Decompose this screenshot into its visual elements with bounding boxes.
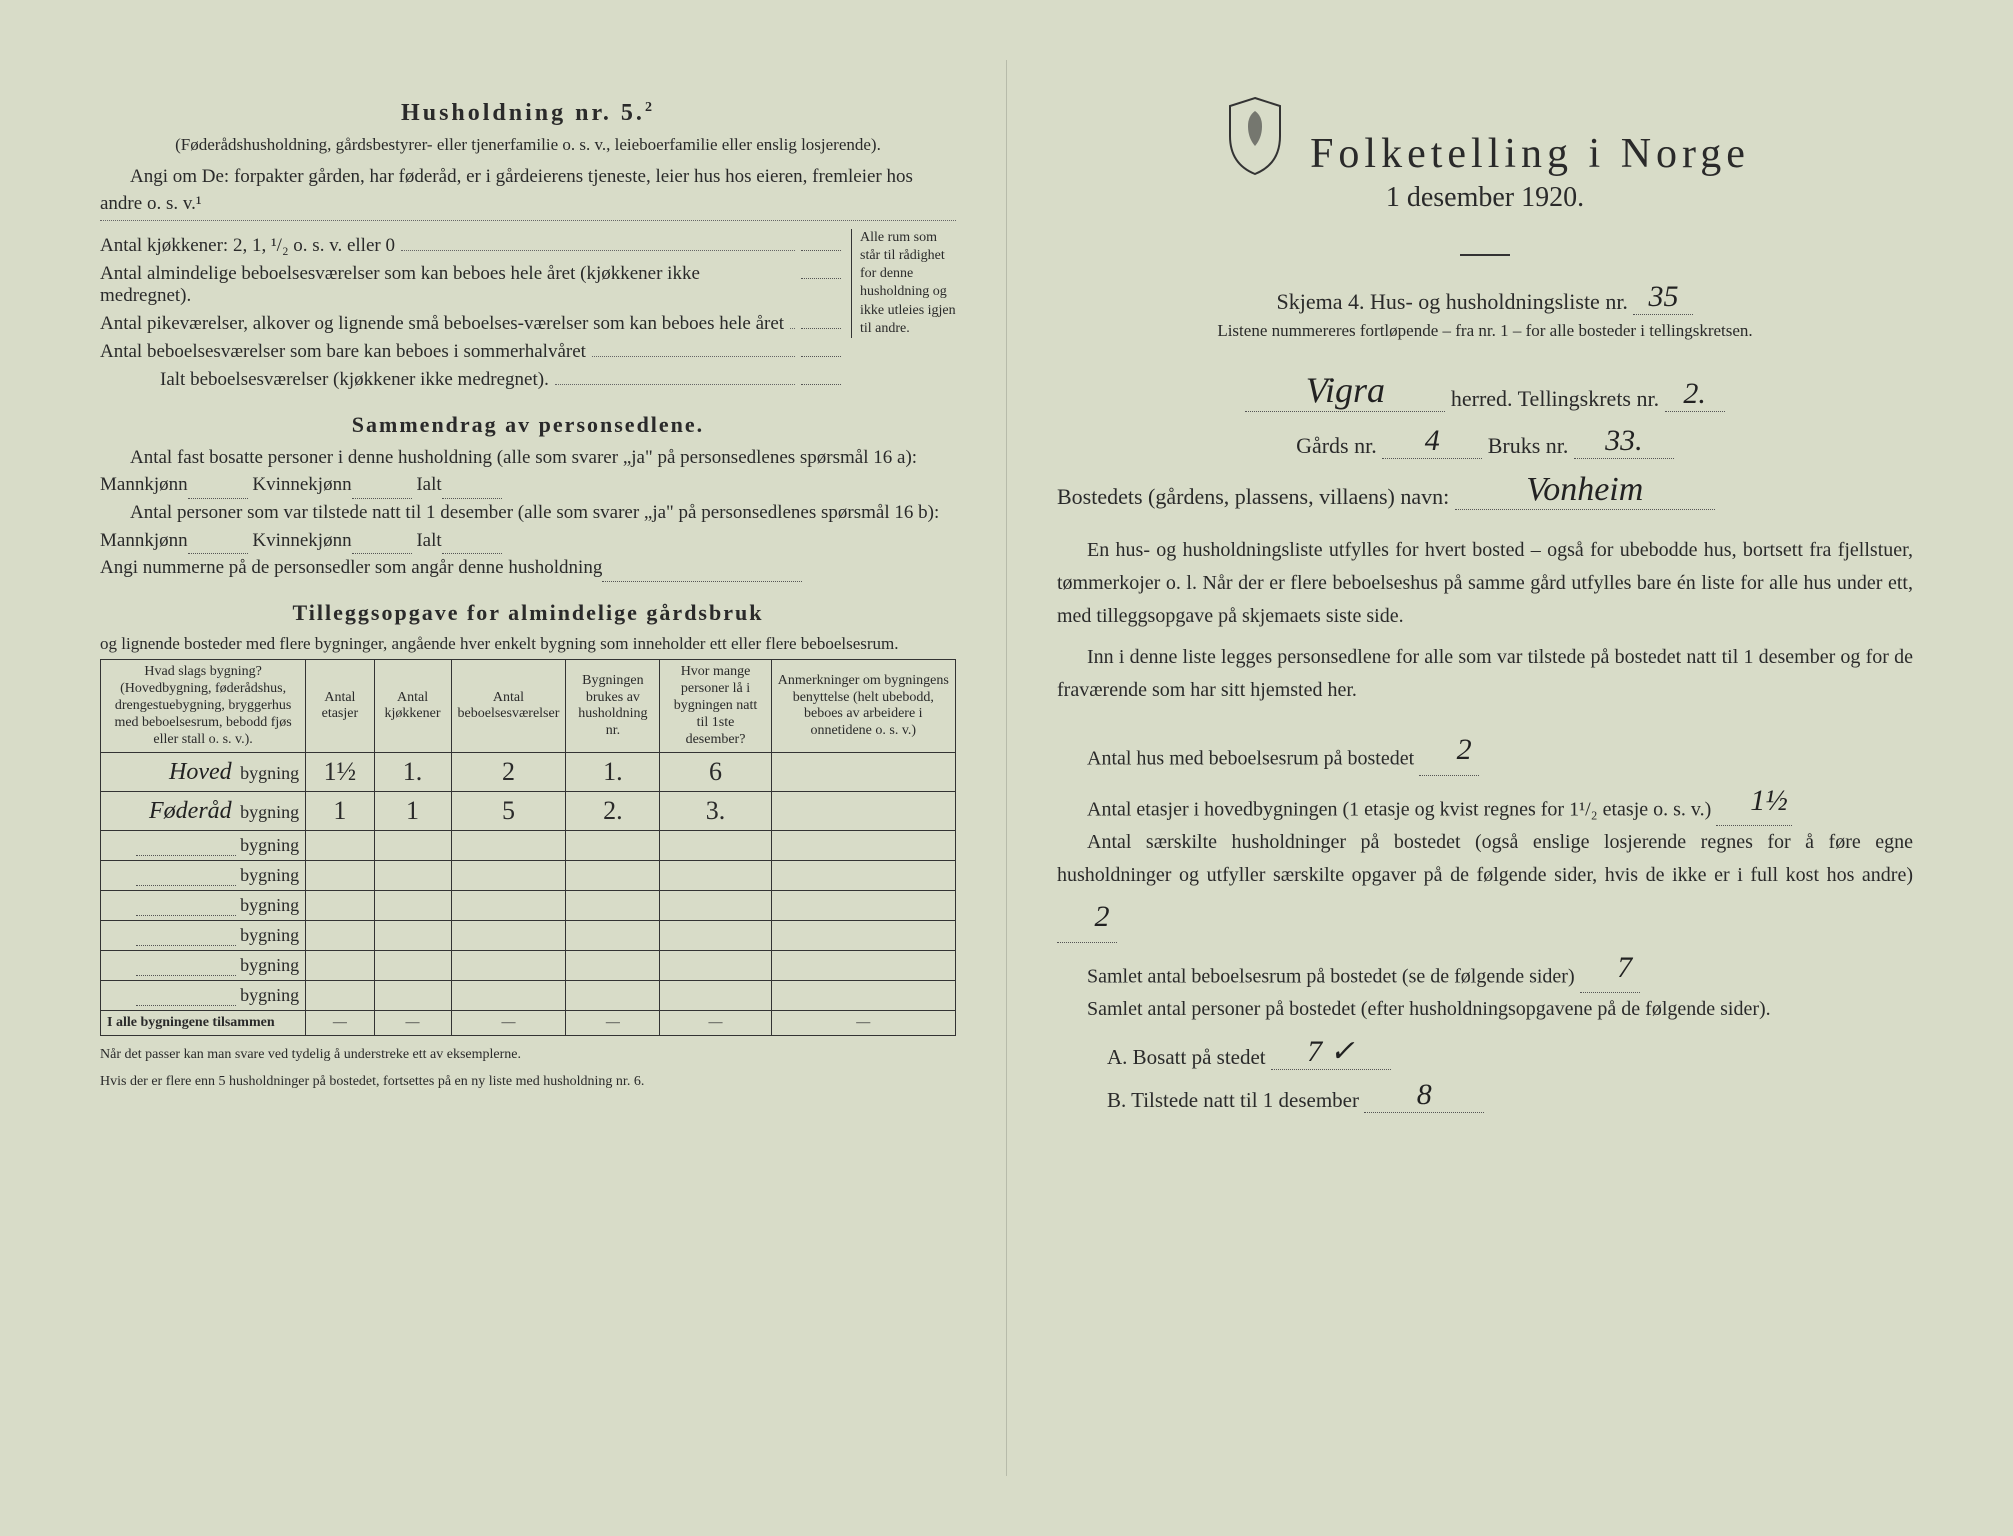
row-text: Antal pikeværelser, alkover og lignende … bbox=[100, 313, 784, 335]
q4: Samlet antal beboelsesrum på bostedet (s… bbox=[1057, 943, 1913, 994]
table-row: bygning bbox=[101, 921, 956, 951]
table-total-row: I alle bygningene tilsammen—————— bbox=[101, 1011, 956, 1036]
header: Folketelling i Norge bbox=[1057, 90, 1913, 182]
txt: Kvinnekjønn bbox=[252, 530, 351, 551]
right-page: Folketelling i Norge 1 desember 1920. Sk… bbox=[1007, 60, 1963, 1476]
bruks-value: 33. bbox=[1574, 424, 1674, 459]
txt: Bostedets (gårdens, plassens, villaens) … bbox=[1057, 484, 1449, 509]
table-row: Føderåd bygning1152.3. bbox=[101, 792, 956, 831]
row-alcoves: Antal pikeværelser, alkover og lignende … bbox=[100, 310, 841, 335]
row-summer: Antal beboelsesværelser som bare kan beb… bbox=[100, 338, 841, 363]
txt: Skjema 4. Hus- og husholdningsliste nr. bbox=[1277, 289, 1628, 314]
bosted-line: Bostedets (gårdens, plassens, villaens) … bbox=[1057, 471, 1913, 510]
th: Hvor mange personer lå i bygningen natt … bbox=[660, 660, 771, 753]
row-rooms-year: Antal almindelige beboelsesværelser som … bbox=[100, 260, 841, 307]
table-row: bygning bbox=[101, 891, 956, 921]
table-row: bygning bbox=[101, 831, 956, 861]
txt: Gårds nr. bbox=[1296, 433, 1377, 458]
liste-nr-value: 35 bbox=[1633, 280, 1693, 315]
footnote1: Når det passer kan man svare ved tydelig… bbox=[100, 1046, 956, 1064]
th: Hvad slags bygning? (Hovedbygning, føder… bbox=[101, 660, 306, 753]
summary-line3: Angi nummerne på de personsedler som ang… bbox=[100, 554, 956, 582]
date: 1 desember 1920. bbox=[1057, 182, 1913, 214]
divider bbox=[1460, 254, 1510, 256]
household-title: Husholdning nr. 5.2 bbox=[100, 100, 956, 127]
building-table: Hvad slags bygning? (Hovedbygning, føder… bbox=[100, 659, 956, 1036]
txt: Ialt bbox=[416, 530, 441, 551]
table-row: bygning bbox=[101, 861, 956, 891]
summary-line1: Antal fast bosatte personer i denne hush… bbox=[100, 444, 956, 499]
title-sup: 2 bbox=[645, 100, 655, 115]
rooms-list: Antal kjøkkener: 2, 1, ¹/₂ o. s. v. elle… bbox=[100, 229, 841, 394]
crest-icon bbox=[1220, 96, 1290, 176]
th: Bygningen brukes av husholdning nr. bbox=[566, 660, 660, 753]
row-kitchens: Antal kjøkkener: 2, 1, ¹/₂ o. s. v. elle… bbox=[100, 232, 841, 257]
q5: Samlet antal personer på bostedet (efter… bbox=[1057, 993, 1913, 1026]
q2-value: 1½ bbox=[1716, 776, 1792, 827]
para1: En hus- og husholdningsliste utfylles fo… bbox=[1057, 534, 1913, 633]
q1-value: 2 bbox=[1419, 725, 1479, 776]
intro-paren: (Føderådshusholdning, gårdsbestyrer- ell… bbox=[100, 133, 956, 157]
table-row: Hoved bygning1½1.21.6 bbox=[101, 753, 956, 792]
th: Antal beboelsesværelser bbox=[451, 660, 566, 753]
txt: Bruks nr. bbox=[1488, 433, 1569, 458]
table-header-row: Hvad slags bygning? (Hovedbygning, føder… bbox=[101, 660, 956, 753]
txt: Ialt bbox=[416, 474, 441, 495]
blank-underline bbox=[100, 220, 956, 221]
herred-value: Vigra bbox=[1245, 369, 1445, 412]
txt: herred. Tellingskrets nr. bbox=[1451, 386, 1659, 411]
gards-line: Gårds nr. 4 Bruks nr. 33. bbox=[1057, 424, 1913, 459]
txt: Angi nummerne på de personsedler som ang… bbox=[100, 557, 602, 578]
footnote2: Hvis der er flere enn 5 husholdninger på… bbox=[100, 1073, 956, 1091]
th: Anmerkninger om bygningens benyttelse (h… bbox=[771, 660, 955, 753]
skjema-line: Skjema 4. Hus- og husholdningsliste nr. … bbox=[1057, 280, 1913, 315]
tillegg-title: Tilleggsopgave for almindelige gårdsbruk bbox=[100, 600, 956, 626]
row-text: Antal beboelsesværelser som bare kan beb… bbox=[100, 341, 586, 363]
row-text: Ialt beboelsesværelser (kjøkkener ikke m… bbox=[160, 369, 549, 391]
tillegg-sub: og lignende bosteder med flere bygninger… bbox=[100, 632, 956, 656]
b-value: 8 bbox=[1364, 1078, 1484, 1113]
row-text: Antal kjøkkener: 2, 1, ¹/₂ o. s. v. elle… bbox=[100, 235, 395, 257]
txt: Antal særskilte husholdninger på bostede… bbox=[1057, 831, 1913, 886]
row-total: Ialt beboelsesværelser (kjøkkener ikke m… bbox=[100, 366, 841, 391]
txt: Antal fast bosatte personer i denne hush… bbox=[100, 447, 917, 496]
a-value: 7 ✓ bbox=[1271, 1034, 1391, 1070]
bosted-value: Vonheim bbox=[1455, 471, 1715, 510]
main-title: Folketelling i Norge bbox=[1310, 130, 1750, 178]
line-b: B. Tilstede natt til 1 desember 8 bbox=[1107, 1078, 1913, 1113]
gards-value: 4 bbox=[1382, 424, 1482, 459]
txt: Antal hus med beboelsesrum på bostedet bbox=[1087, 748, 1414, 770]
txt: Kvinnekjønn bbox=[252, 474, 351, 495]
table-row: bygning bbox=[101, 981, 956, 1011]
para2: Inn i denne liste legges personsedlene f… bbox=[1057, 641, 1913, 707]
bracket-note: Alle rum som står til rådighet for denne… bbox=[851, 229, 956, 338]
txt: Antal personer som var tilstede natt til… bbox=[100, 502, 939, 551]
txt: Antal etasjer i hovedbygningen (1 etasje… bbox=[1087, 798, 1711, 820]
line-a: A. Bosatt på stedet 7 ✓ bbox=[1107, 1034, 1913, 1070]
intro-angi: Angi om De: forpakter gården, har føderå… bbox=[100, 163, 956, 218]
th: Antal etasjer bbox=[306, 660, 374, 753]
summary-line2: Antal personer som var tilstede natt til… bbox=[100, 499, 956, 554]
summary-title: Sammendrag av personsedlene. bbox=[100, 412, 956, 438]
title-text: Husholdning nr. 5. bbox=[401, 100, 645, 126]
krets-value: 2. bbox=[1665, 377, 1725, 412]
left-page: Husholdning nr. 5.2 (Føderådshusholdning… bbox=[50, 60, 1007, 1476]
q4-value: 7 bbox=[1580, 943, 1640, 994]
txt: Samlet antal beboelsesrum på bostedet (s… bbox=[1087, 965, 1575, 987]
q1: Antal hus med beboelsesrum på bostedet 2 bbox=[1057, 725, 1913, 776]
txt: B. Tilstede natt til 1 desember bbox=[1107, 1088, 1359, 1112]
q3-value: 2 bbox=[1057, 892, 1117, 943]
row-text: Antal almindelige beboelsesværelser som … bbox=[100, 263, 789, 307]
herred-line: Vigra herred. Tellingskrets nr. 2. bbox=[1057, 369, 1913, 412]
listene-note: Listene nummereres fortløpende – fra nr.… bbox=[1057, 321, 1913, 341]
table-row: bygning bbox=[101, 951, 956, 981]
rooms-block: Antal kjøkkener: 2, 1, ¹/₂ o. s. v. elle… bbox=[100, 229, 956, 394]
th: Antal kjøkkener bbox=[374, 660, 451, 753]
txt: A. Bosatt på stedet bbox=[1107, 1045, 1266, 1069]
q3: Antal særskilte husholdninger på bostede… bbox=[1057, 826, 1913, 943]
q2: Antal etasjer i hovedbygningen (1 etasje… bbox=[1057, 776, 1913, 827]
